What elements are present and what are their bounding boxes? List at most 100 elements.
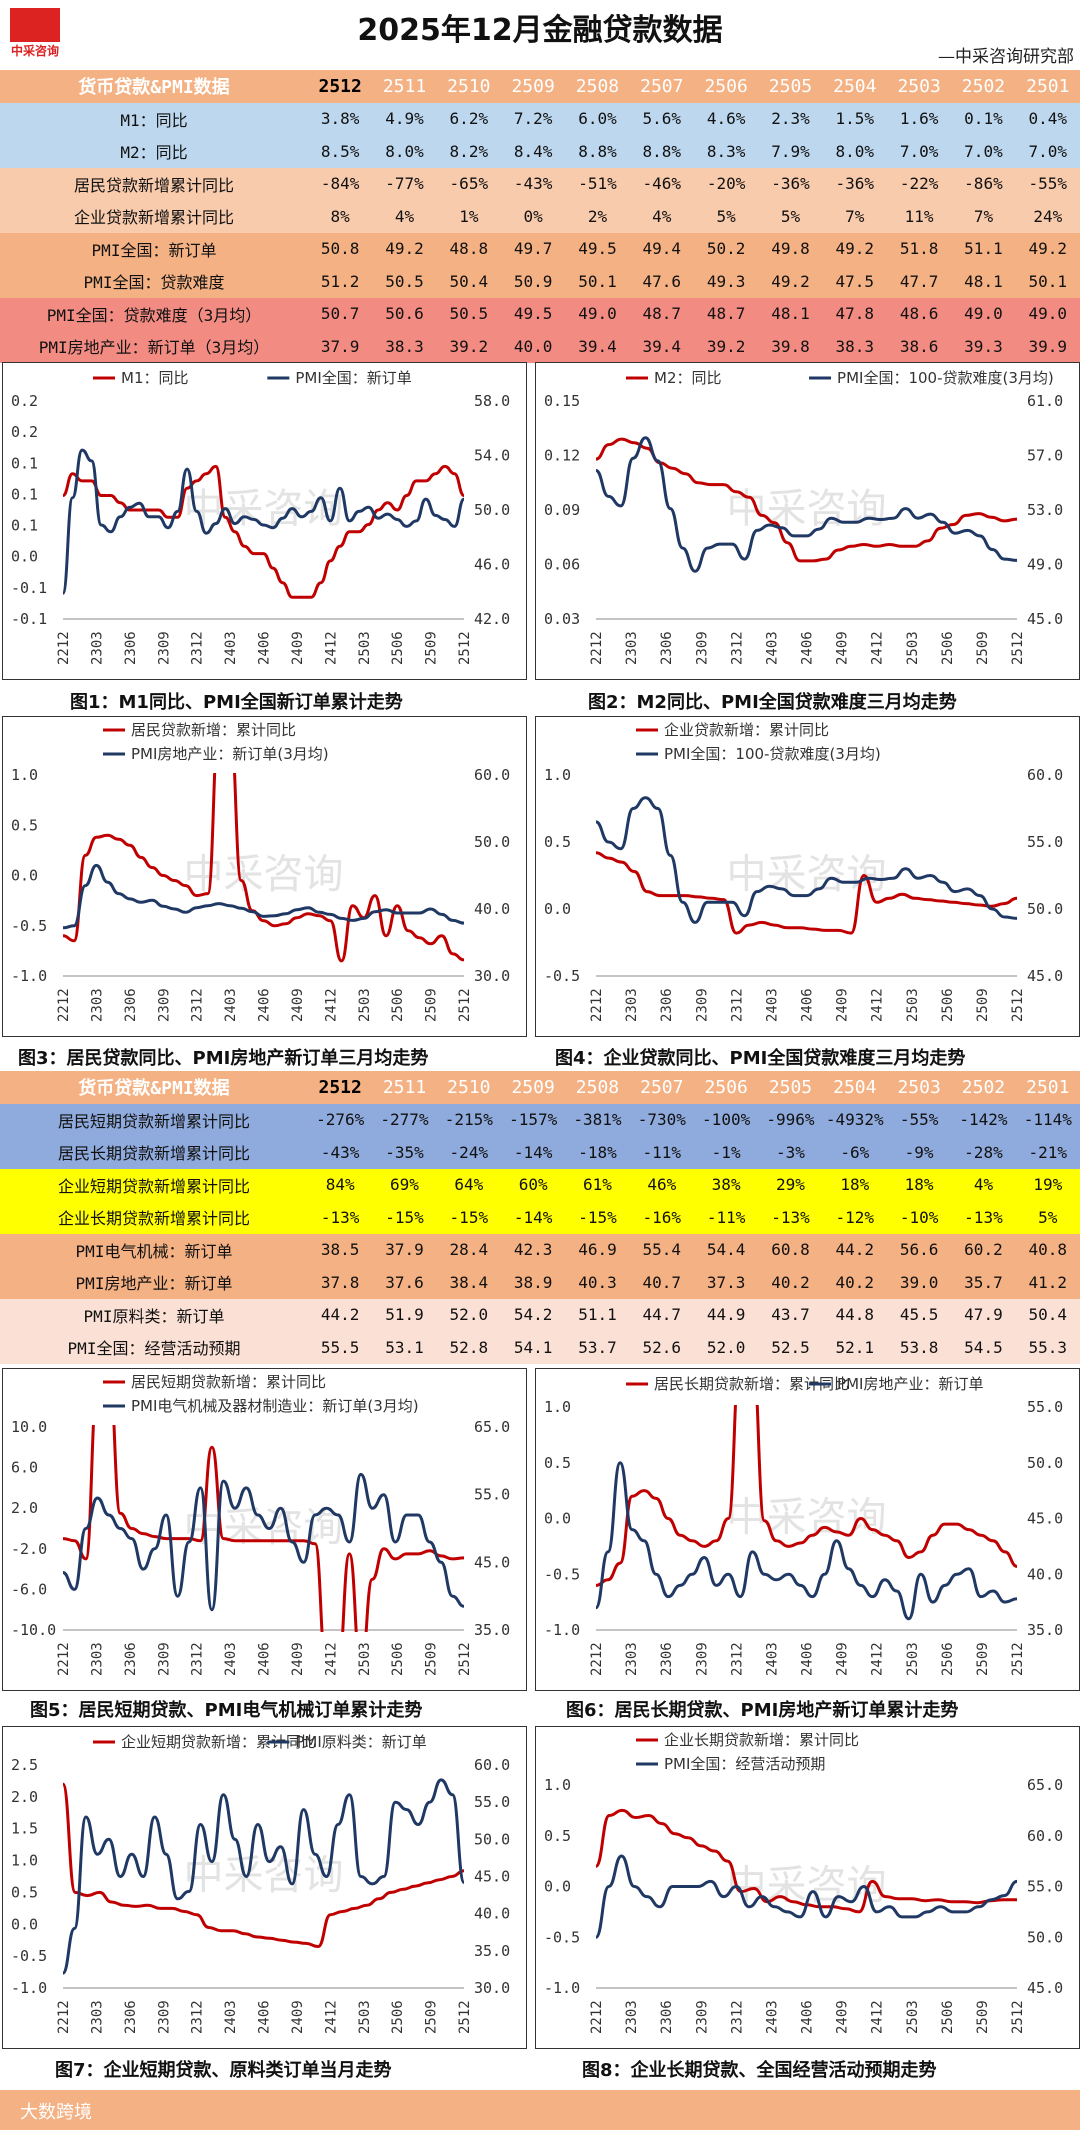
table-cell: 39.8 <box>758 330 823 363</box>
y-tick-right: 45.0 <box>1027 1510 1063 1528</box>
table-cell: 4.9% <box>372 102 437 135</box>
x-tick: 2509 <box>975 988 991 1022</box>
chart-svg: 中采咨询-1.0-0.50.00.51.01.52.02.530.035.040… <box>11 1733 510 2034</box>
y-tick-left: 0.5 <box>544 1454 571 1472</box>
table-cell: 8.8% <box>629 135 694 168</box>
table-cell: 52.0 <box>436 1298 501 1331</box>
table-cell: 47.5 <box>822 265 887 298</box>
x-tick: 2512 <box>457 631 473 665</box>
x-tick: 2309 <box>694 631 710 665</box>
y-tick-right: 40.0 <box>474 1905 510 1923</box>
table-cell: 51.1 <box>565 1298 630 1331</box>
table-cell: 1.6% <box>886 102 952 135</box>
table-header-period: 2504 <box>822 70 887 103</box>
table-cell: 40.7 <box>629 1266 694 1299</box>
table-cell: 50.4 <box>436 265 501 298</box>
x-tick: 2309 <box>694 988 710 1022</box>
series-line-1 <box>63 464 464 599</box>
x-tick: 2406 <box>257 631 273 665</box>
series-line-2 <box>63 448 464 595</box>
x-tick: 2509 <box>975 1642 991 1676</box>
x-tick: 2503 <box>357 988 373 1022</box>
table-cell: 40.3 <box>565 1266 630 1299</box>
table-cell: 7.9% <box>758 135 823 168</box>
table-cell: 7.0% <box>1015 135 1080 168</box>
table-cell: 49.7 <box>500 232 566 265</box>
y-tick-right: 50.0 <box>474 833 510 851</box>
table-cell: -276% <box>308 1103 373 1136</box>
y-tick-right: 35.0 <box>474 1621 510 1639</box>
row-label: 居民短期贷款新增累计同比 <box>0 1103 308 1136</box>
y-tick-right: 50.0 <box>1027 1928 1063 1946</box>
data-table-1: 货币贷款&PMI数据 2512 2511 2510 2509 2508 2507 2506 25… <box>0 70 1080 363</box>
table-cell: 40.2 <box>758 1266 823 1299</box>
table-cell: 39.9 <box>1015 330 1080 363</box>
y-tick-left: 0.0 <box>544 1510 571 1528</box>
y-tick-right: 45.0 <box>1027 610 1063 628</box>
table-cell: 50.8 <box>308 232 373 265</box>
logo-mark-icon <box>10 8 60 42</box>
x-tick: 2309 <box>156 988 172 1022</box>
legend-label: PMI全国：经营活动预期 <box>664 1755 825 1773</box>
table-cell: 4% <box>951 1168 1016 1201</box>
table-row: 企业长期贷款新增累计同比 -13% -15% -15% -14% -15% -16% -11%… <box>0 1201 1080 1234</box>
table-cell: 54.1 <box>500 1331 566 1364</box>
y-tick-left: 1.0 <box>11 1852 38 1870</box>
y-tick-left: -0.5 <box>544 1565 580 1583</box>
row-label: 居民长期贷款新增累计同比 <box>0 1136 308 1169</box>
series-line-1 <box>596 1405 1017 1587</box>
table-cell: 55.3 <box>1015 1331 1080 1364</box>
table-header-period: 2512 <box>308 70 373 103</box>
watermark: 中采咨询 <box>184 852 344 898</box>
y-tick-left: -10.0 <box>11 1621 56 1639</box>
table-cell: -381% <box>565 1103 630 1136</box>
x-tick: 2412 <box>323 1642 339 1676</box>
y-tick-left: 1.0 <box>544 1398 571 1416</box>
table-cell: 42.3 <box>500 1233 566 1266</box>
series-line-1 <box>596 851 1017 935</box>
series-line-1 <box>63 1782 464 1949</box>
chart-caption: 图2：M2同比、PMI全国贷款难度三月均走势 <box>588 692 957 713</box>
table-cell: 40.0 <box>500 330 566 363</box>
table-cell: 4% <box>372 200 437 233</box>
legend-label: PMI全国：新订单 <box>295 369 411 387</box>
table-cell: 49.4 <box>629 232 694 265</box>
table-cell: -1% <box>693 1136 759 1169</box>
row-label: PMI原料类：新订单 <box>0 1298 308 1331</box>
legend-label: 企业贷款新增：累计同比 <box>664 721 829 739</box>
table-header-row: 货币贷款&PMI数据 2512 2511 2510 2509 2508 2507 2506 25… <box>0 1071 1080 1104</box>
y-tick-left: 10.0 <box>11 1418 47 1436</box>
table-cell: 49.2 <box>1015 232 1080 265</box>
y-tick-left: -0.5 <box>544 967 580 985</box>
table-cell: 37.9 <box>372 1233 437 1266</box>
table-cell: 50.5 <box>436 297 501 330</box>
x-tick: 2306 <box>659 1642 675 1676</box>
y-tick-left: 2.5 <box>11 1756 38 1774</box>
table-cell: 49.0 <box>1015 297 1080 330</box>
x-tick: 2406 <box>800 631 816 665</box>
table-cell: -3% <box>758 1136 823 1169</box>
legend-label: PMI房地产业：新订单(3月均) <box>131 745 329 763</box>
row-label: M2：同比 <box>0 135 308 168</box>
table-header-period: 2508 <box>565 1071 630 1104</box>
table-cell: 1% <box>436 200 501 233</box>
x-tick: 2303 <box>89 631 105 665</box>
table-cell: 41.2 <box>1015 1266 1080 1299</box>
y-tick-right: 30.0 <box>474 967 510 985</box>
chart-8: 中采咨询 -1.0 -0.5 0.0 0.5 1.0 45.0 50.0 55.0 60.0 65.… <box>535 1726 1080 2049</box>
y-tick-left: -6.0 <box>11 1580 47 1598</box>
x-tick: 2512 <box>1010 988 1026 1022</box>
table-cell: -157% <box>500 1103 566 1136</box>
chart-svg: 中采咨询 0.03 0.06 0.09 0.12 0.15 45.0 49.0 53.0 57.0… <box>544 369 1063 665</box>
table-cell: 7.0% <box>886 135 952 168</box>
y-tick-left: 0.1 <box>11 485 38 503</box>
chart-caption: 图5：居民短期贷款、PMI电气机械订单累计走势 <box>30 1700 423 1721</box>
table-cell: -15% <box>372 1201 437 1234</box>
x-tick: 2503 <box>357 631 373 665</box>
y-tick-right: 65.0 <box>474 1418 510 1436</box>
table-cell: -14% <box>500 1136 566 1169</box>
x-tick: 2312 <box>729 631 745 665</box>
x-tick: 2406 <box>800 1642 816 1676</box>
table-row: 居民贷款新增累计同比 -84% -77% -65% -43% -51% -46% -20% -3… <box>0 167 1080 200</box>
y-tick-left: -1.0 <box>11 1979 47 1997</box>
